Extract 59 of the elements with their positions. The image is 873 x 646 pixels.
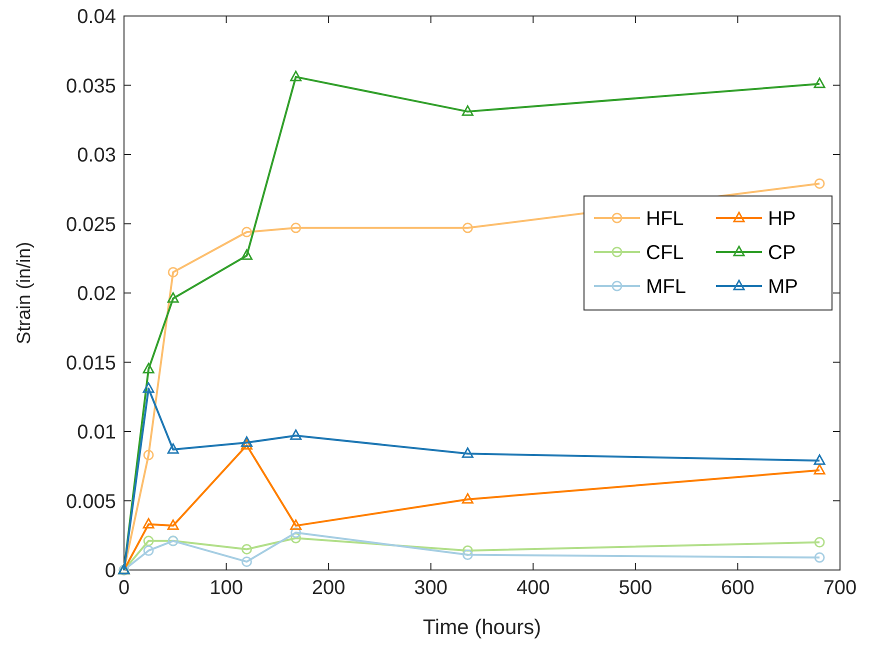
legend-label: CP <box>768 242 796 264</box>
point <box>241 226 252 238</box>
point <box>462 545 473 556</box>
point <box>240 436 252 447</box>
point <box>814 178 825 189</box>
point <box>241 556 252 567</box>
y-axis-title: Strain (in/in) <box>14 242 35 344</box>
point <box>290 429 302 440</box>
point <box>241 544 252 554</box>
y-tick-label: 0.035 <box>66 75 116 98</box>
point <box>142 362 154 374</box>
legend-label: HFL <box>646 208 684 230</box>
point <box>240 439 252 450</box>
point <box>168 266 178 278</box>
point <box>814 454 826 465</box>
y-tick-label: 0.01 <box>77 422 116 444</box>
point <box>290 527 302 538</box>
legend-label: MP <box>768 276 798 298</box>
point <box>290 70 302 82</box>
x-tick-label: 700 <box>823 577 857 599</box>
legend-label: MFL <box>646 276 686 298</box>
point <box>143 545 154 556</box>
point <box>462 222 473 234</box>
point <box>240 249 252 260</box>
x-tick-label: 100 <box>210 577 243 599</box>
point <box>814 78 826 88</box>
point <box>167 292 179 303</box>
x-tick-label: 0 <box>118 577 130 599</box>
point <box>142 518 154 529</box>
point <box>167 519 179 530</box>
y-tick-label: 0.04 <box>77 6 116 28</box>
point <box>462 105 474 116</box>
y-tick-label: 0.025 <box>66 214 116 236</box>
y-tick-label: 0 <box>104 560 116 582</box>
y-tick-label: 0.015 <box>66 352 116 374</box>
point <box>143 536 154 546</box>
point <box>814 537 825 548</box>
x-tick-label: 600 <box>721 577 754 599</box>
legend-label: CFL <box>646 242 684 264</box>
x-axis-title: Time (hours) <box>422 616 542 639</box>
x-tick-label: 400 <box>516 577 550 599</box>
point <box>290 222 302 234</box>
x-tick-label: 300 <box>414 577 448 599</box>
point <box>462 550 473 560</box>
point <box>142 382 154 393</box>
point <box>462 493 474 504</box>
point <box>290 532 302 544</box>
y-tick-label: 0.005 <box>66 490 116 513</box>
x-tick-label: 200 <box>312 577 346 599</box>
point <box>167 443 179 454</box>
point <box>814 552 825 563</box>
point <box>143 450 154 460</box>
point <box>290 519 302 530</box>
y-tick-label: 0.02 <box>77 283 116 305</box>
y-tick-label: 0.03 <box>77 144 116 166</box>
point <box>814 464 826 475</box>
x-tick-label: 500 <box>618 577 652 599</box>
legend-label: HP <box>768 208 796 230</box>
point <box>462 447 474 458</box>
